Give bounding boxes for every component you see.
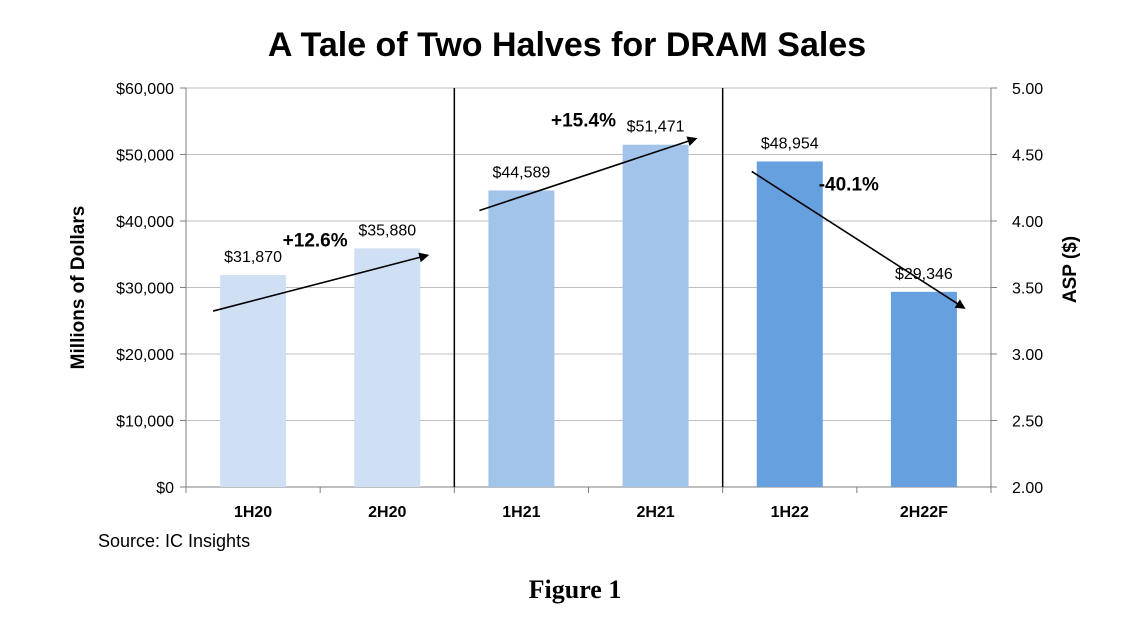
source-note: Source: IC Insights bbox=[98, 531, 250, 551]
y-axis-title: Millions of Dollars bbox=[68, 206, 89, 370]
y2-tick-label: 2.00 bbox=[1012, 480, 1043, 497]
bar bbox=[488, 190, 555, 487]
y-tick-label: $20,000 bbox=[116, 347, 174, 364]
y-tick-label: $50,000 bbox=[116, 148, 174, 165]
bar bbox=[622, 144, 689, 488]
y2-tick-label: 3.00 bbox=[1012, 347, 1043, 364]
chart-title: A Tale of Two Halves for DRAM Sales bbox=[268, 26, 866, 64]
bar-value-label: $35,880 bbox=[358, 222, 416, 239]
x-tick-label: 2H22F bbox=[900, 504, 948, 521]
x-tick-label: 1H20 bbox=[234, 504, 272, 521]
bar bbox=[756, 161, 823, 487]
bar-value-label: $48,954 bbox=[761, 135, 819, 152]
y2-axis-title: ASP ($) bbox=[1060, 236, 1081, 303]
y-tick-label: $60,000 bbox=[116, 81, 174, 98]
growth-label: +15.4% bbox=[551, 111, 616, 132]
y-tick-label: $30,000 bbox=[116, 281, 174, 298]
bar bbox=[354, 248, 421, 487]
y2-tick-label: 5.00 bbox=[1012, 81, 1043, 98]
bar-value-label: $51,471 bbox=[627, 119, 685, 136]
y-tick-label: $40,000 bbox=[116, 214, 174, 231]
bar-value-label: $29,346 bbox=[895, 266, 953, 283]
y2-tick-label: 2.50 bbox=[1012, 414, 1043, 431]
growth-arrow bbox=[751, 170, 966, 309]
bar-value-label: $31,870 bbox=[224, 249, 282, 266]
figure-caption: Figure 1 bbox=[529, 575, 622, 604]
y2-tick-label: 4.50 bbox=[1012, 148, 1043, 165]
bar bbox=[890, 291, 957, 487]
bar bbox=[220, 275, 287, 487]
growth-label: -40.1% bbox=[819, 175, 879, 196]
x-tick-label: 2H20 bbox=[368, 504, 406, 521]
y2-tick-label: 3.50 bbox=[1012, 281, 1043, 298]
x-tick-label: 1H22 bbox=[771, 504, 809, 521]
growth-label: +12.6% bbox=[283, 230, 348, 251]
growth-arrow bbox=[212, 252, 430, 312]
y-tick-label: $10,000 bbox=[116, 414, 174, 431]
x-tick-label: 1H21 bbox=[502, 504, 540, 521]
y2-tick-label: 4.00 bbox=[1012, 214, 1043, 231]
bar-value-label: $44,589 bbox=[492, 164, 550, 181]
plot-area: $0 2.00 $10,000 2.50 $20,000 3.00 $30,000 3.50 $… bbox=[68, 81, 1081, 521]
y-tick-label: $0 bbox=[156, 480, 174, 497]
x-tick-label: 2H21 bbox=[636, 504, 674, 521]
growth-arrow bbox=[479, 136, 698, 212]
